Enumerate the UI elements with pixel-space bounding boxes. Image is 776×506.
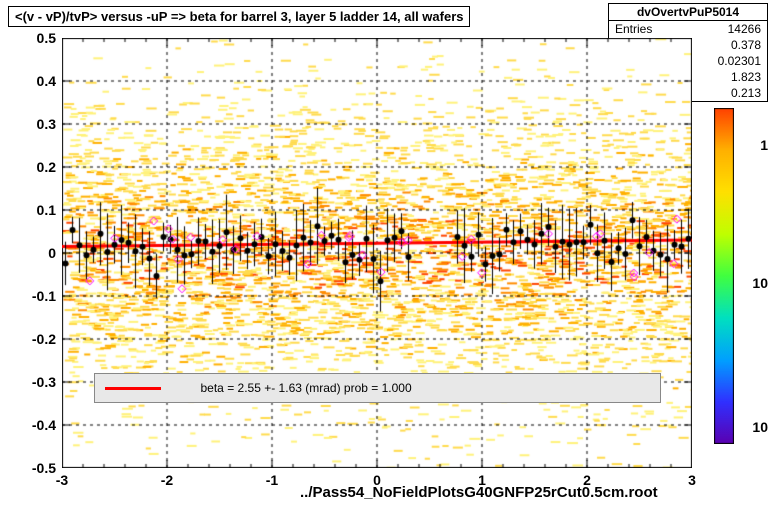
plot-area: -3-2-10123 -0.5-0.4-0.3-0.2-0.100.10.20.…: [62, 38, 692, 468]
legend-text: beta = 2.55 +- 1.63 (mrad) prob = 1.000: [201, 381, 412, 395]
stat-value: 0.378: [731, 38, 761, 52]
plot-title: <(v - vP)/tvP> versus -uP => beta for ba…: [8, 6, 470, 27]
stat-value: 1.823: [731, 70, 761, 84]
stat-value: 14266: [728, 22, 761, 36]
y-tick-label: 0.4: [6, 73, 56, 89]
y-tick-label: 0.3: [6, 116, 56, 132]
colorbar-tick-label: 1: [760, 137, 768, 153]
stat-entries: Entries 14266: [609, 21, 767, 37]
colorbar-tick-label: 10: [752, 419, 768, 435]
file-path-label: ../Pass54_NoFieldPlotsG40GNFP25rCut0.5cm…: [300, 484, 658, 501]
y-tick-label: -0.1: [6, 288, 56, 304]
y-tick-label: 0.2: [6, 159, 56, 175]
stat-value: 0.02301: [718, 54, 761, 68]
plot-canvas: [62, 38, 692, 468]
stat-name: dvOvertvPuP5014: [609, 4, 767, 21]
stat-value: 0.213: [731, 86, 761, 100]
y-tick-label: 0.5: [6, 30, 56, 46]
y-tick-label: -0.4: [6, 417, 56, 433]
y-tick-label: -0.5: [6, 460, 56, 476]
x-tick-label: -2: [161, 472, 173, 488]
y-tick-label: -0.3: [6, 374, 56, 390]
y-tick-label: 0.1: [6, 202, 56, 218]
color-bar: [714, 108, 734, 444]
x-tick-label: -3: [56, 472, 68, 488]
x-tick-label: -1: [266, 472, 278, 488]
legend-line-icon: [105, 387, 161, 390]
y-tick-label: -0.2: [6, 331, 56, 347]
fit-legend: beta = 2.55 +- 1.63 (mrad) prob = 1.000: [94, 373, 661, 403]
stat-label: Entries: [615, 22, 652, 36]
colorbar-tick-label: 10: [752, 275, 768, 291]
x-tick-label: 3: [688, 472, 696, 488]
y-tick-label: 0: [6, 245, 56, 261]
